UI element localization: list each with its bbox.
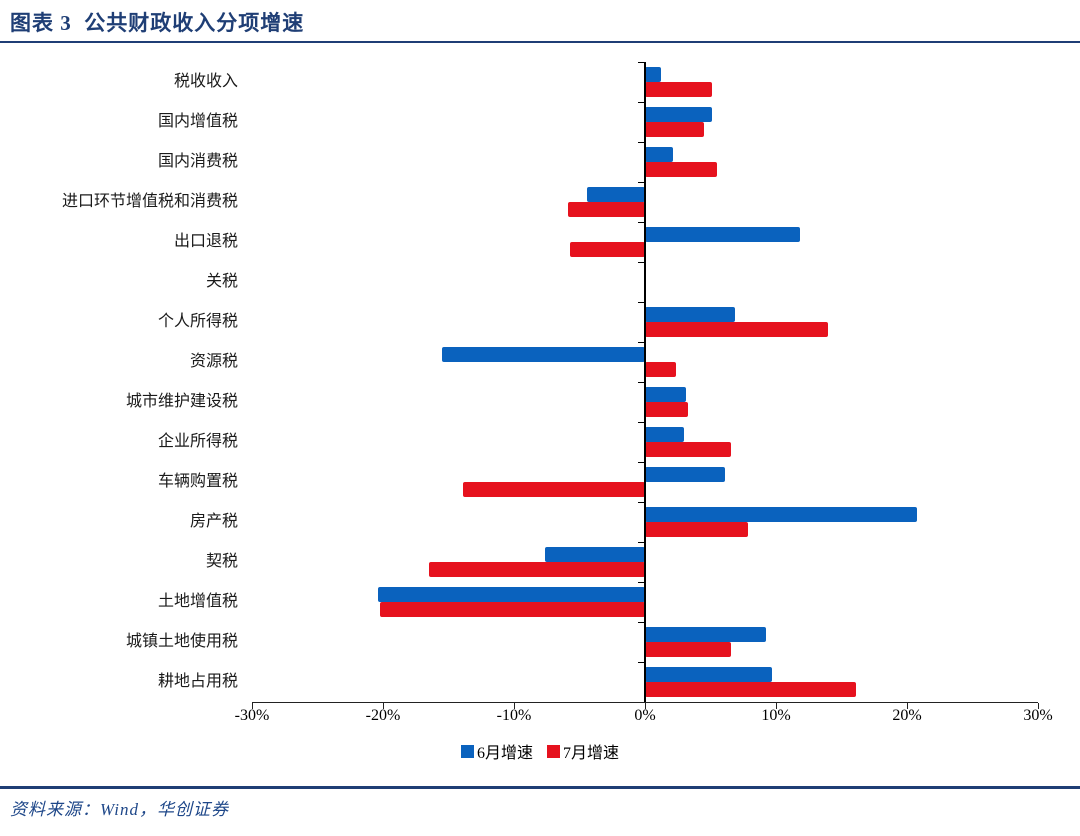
bar-june (645, 627, 766, 642)
bar-july (380, 602, 645, 617)
bar-july (645, 402, 689, 417)
bar-july (645, 522, 749, 537)
category-tick (638, 662, 644, 663)
chart-legend: 6月增速 7月增速 (0, 739, 1080, 763)
x-axis-tick-label: -10% (496, 707, 532, 724)
zero-axis-line (644, 62, 646, 703)
category-tick (638, 502, 644, 503)
category-tick (638, 582, 644, 583)
bar-july (645, 442, 732, 457)
category-label: 资源税 (189, 353, 238, 370)
plot-area (252, 62, 1039, 709)
category-tick (638, 262, 644, 263)
category-label: 进口环节增值税和消费税 (61, 193, 238, 210)
category-label: 土地增值税 (157, 593, 238, 610)
x-axis-tick (383, 703, 384, 709)
bar-june (645, 427, 685, 442)
bar-july (570, 242, 645, 257)
bar-july (645, 82, 712, 97)
bar-june (645, 107, 712, 122)
category-tick (638, 622, 644, 623)
bar-july (567, 202, 645, 217)
category-label: 国内增值税 (157, 113, 238, 130)
bar-july (645, 362, 677, 377)
category-label: 出口退税 (173, 233, 238, 250)
bar-june (645, 467, 725, 482)
x-axis-tick (645, 703, 646, 709)
category-label: 房产税 (189, 513, 238, 530)
category-tick (638, 382, 644, 383)
x-axis-tick (1038, 703, 1039, 709)
bar-june (645, 387, 686, 402)
x-axis-tick (776, 703, 777, 709)
x-axis-tick-label: 0% (634, 707, 656, 724)
bar-june (645, 147, 673, 162)
category-tick (638, 422, 644, 423)
category-tick (638, 62, 644, 63)
x-axis-tick (907, 703, 908, 709)
legend-label: 7月增速 (563, 745, 620, 762)
category-label: 城镇土地使用税 (125, 633, 238, 650)
category-tick (638, 222, 644, 223)
x-axis-labels: -30% -20% -10% 0% 10% 20% 30% (235, 707, 1053, 729)
category-label: 个人所得税 (157, 313, 238, 330)
category-tick (638, 302, 644, 303)
legend-item-june: 6月增速 (460, 739, 533, 763)
legend-swatch-icon (547, 744, 560, 758)
x-axis-tick-label: 30% (1023, 707, 1053, 724)
category-tick (638, 462, 644, 463)
category-label: 税收收入 (173, 73, 238, 90)
x-axis-tick-label: 10% (761, 707, 791, 724)
category-label: 关税 (205, 273, 238, 290)
bar-june (587, 187, 645, 202)
bar-june (441, 347, 645, 362)
legend-swatch-icon (460, 744, 474, 758)
x-axis-tick-label: 20% (892, 707, 922, 724)
bar-july (462, 482, 645, 497)
bar-july (645, 682, 856, 697)
footer-divider (0, 786, 1080, 789)
x-axis-line (252, 702, 1038, 703)
figure-title: 图表 3 公共财政收入分项增速 (10, 11, 305, 35)
bar-june (545, 547, 645, 562)
category-tick (638, 182, 644, 183)
category-axis-labels: 税收收入国内增值税国内消费税进口环节增值税和消费税出口退税关税个人所得税资源税城… (0, 62, 238, 702)
legend-item-july: 7月增速 (547, 739, 619, 763)
category-label: 耕地占用税 (157, 673, 238, 690)
category-tick (638, 342, 644, 343)
category-label: 企业所得税 (157, 433, 238, 450)
category-tick (638, 102, 644, 103)
title-divider (0, 41, 1080, 43)
bar-july (645, 122, 704, 137)
bar-june (645, 227, 800, 242)
bar-june (645, 507, 918, 522)
x-axis-tick (514, 703, 515, 709)
source-note: 资料来源：Wind，华创证券 (10, 800, 229, 819)
x-axis-tick-label: -30% (234, 707, 270, 724)
category-label: 车辆购置税 (157, 473, 238, 490)
bar-july (645, 162, 718, 177)
bar-june (645, 667, 773, 682)
category-tick (638, 142, 644, 143)
bar-june (377, 587, 645, 602)
bar-july (428, 562, 645, 577)
bar-july (645, 642, 732, 657)
bar-june (645, 307, 736, 322)
x-axis-tick (252, 703, 253, 709)
category-label: 国内消费税 (157, 153, 238, 170)
category-label: 城市维护建设税 (125, 393, 238, 410)
legend-label: 6月增速 (476, 745, 533, 762)
bar-june (645, 67, 661, 82)
bar-july (645, 322, 829, 337)
category-tick (638, 542, 644, 543)
category-label: 契税 (205, 553, 238, 570)
x-axis-tick-label: -20% (365, 707, 401, 724)
